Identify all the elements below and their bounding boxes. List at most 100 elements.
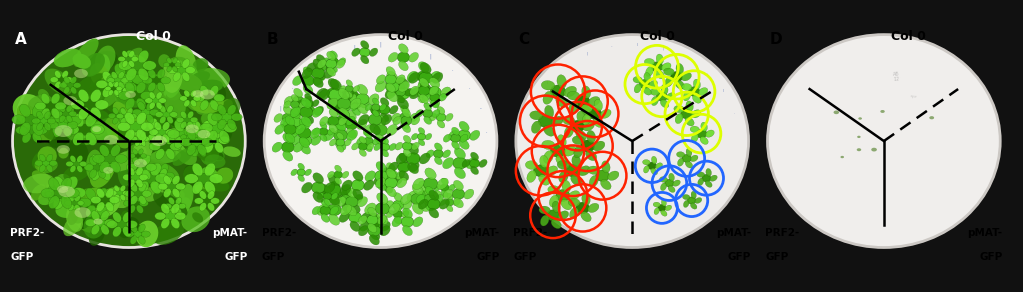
Text: GFP: GFP bbox=[224, 252, 248, 262]
Ellipse shape bbox=[563, 117, 575, 125]
Ellipse shape bbox=[184, 90, 190, 97]
Ellipse shape bbox=[146, 139, 158, 152]
Ellipse shape bbox=[100, 54, 110, 73]
Ellipse shape bbox=[303, 96, 312, 105]
Ellipse shape bbox=[45, 102, 56, 110]
Ellipse shape bbox=[692, 191, 697, 199]
Ellipse shape bbox=[135, 132, 140, 138]
Ellipse shape bbox=[327, 117, 336, 125]
Ellipse shape bbox=[688, 87, 700, 96]
Ellipse shape bbox=[402, 109, 410, 117]
Ellipse shape bbox=[211, 198, 220, 204]
Ellipse shape bbox=[363, 124, 374, 135]
Ellipse shape bbox=[381, 98, 389, 106]
Ellipse shape bbox=[694, 79, 701, 89]
Ellipse shape bbox=[192, 212, 204, 223]
Ellipse shape bbox=[284, 96, 294, 105]
Text: D: D bbox=[770, 32, 783, 47]
Ellipse shape bbox=[207, 131, 218, 143]
Ellipse shape bbox=[316, 71, 325, 80]
Ellipse shape bbox=[93, 187, 125, 211]
Ellipse shape bbox=[57, 121, 69, 129]
Ellipse shape bbox=[420, 62, 432, 74]
Ellipse shape bbox=[41, 188, 54, 198]
Ellipse shape bbox=[376, 171, 386, 180]
Ellipse shape bbox=[539, 206, 550, 214]
Ellipse shape bbox=[856, 148, 861, 151]
Text: |: | bbox=[279, 106, 281, 112]
Ellipse shape bbox=[857, 136, 860, 138]
Ellipse shape bbox=[58, 148, 69, 159]
Ellipse shape bbox=[138, 50, 148, 63]
Ellipse shape bbox=[197, 129, 207, 140]
Ellipse shape bbox=[142, 169, 150, 180]
Ellipse shape bbox=[326, 88, 341, 100]
Ellipse shape bbox=[127, 83, 154, 108]
Ellipse shape bbox=[399, 171, 409, 181]
Ellipse shape bbox=[31, 112, 54, 143]
Ellipse shape bbox=[176, 117, 184, 123]
Ellipse shape bbox=[290, 117, 302, 127]
Ellipse shape bbox=[84, 213, 105, 239]
Ellipse shape bbox=[352, 91, 359, 97]
Ellipse shape bbox=[146, 102, 153, 111]
Ellipse shape bbox=[201, 107, 235, 128]
Ellipse shape bbox=[141, 132, 146, 138]
Ellipse shape bbox=[158, 183, 168, 190]
Ellipse shape bbox=[104, 219, 116, 227]
Ellipse shape bbox=[686, 148, 692, 156]
Ellipse shape bbox=[393, 200, 404, 210]
Ellipse shape bbox=[116, 86, 138, 105]
Ellipse shape bbox=[180, 138, 192, 146]
Ellipse shape bbox=[205, 181, 215, 194]
Ellipse shape bbox=[540, 155, 548, 168]
Ellipse shape bbox=[49, 160, 57, 166]
Ellipse shape bbox=[538, 115, 552, 127]
Ellipse shape bbox=[335, 178, 342, 184]
Ellipse shape bbox=[184, 174, 198, 183]
Ellipse shape bbox=[32, 118, 40, 124]
Ellipse shape bbox=[201, 144, 219, 165]
Ellipse shape bbox=[328, 58, 339, 66]
Ellipse shape bbox=[102, 198, 115, 207]
Ellipse shape bbox=[130, 114, 137, 119]
Ellipse shape bbox=[656, 163, 663, 169]
Ellipse shape bbox=[163, 122, 170, 131]
Ellipse shape bbox=[661, 210, 667, 216]
Ellipse shape bbox=[344, 100, 352, 108]
Text: GFP: GFP bbox=[765, 252, 789, 262]
Ellipse shape bbox=[221, 113, 232, 121]
Ellipse shape bbox=[63, 87, 70, 94]
Ellipse shape bbox=[57, 192, 63, 196]
Ellipse shape bbox=[136, 112, 146, 124]
Ellipse shape bbox=[62, 71, 69, 78]
Ellipse shape bbox=[650, 89, 660, 95]
Ellipse shape bbox=[324, 68, 335, 79]
Ellipse shape bbox=[133, 157, 137, 163]
Ellipse shape bbox=[54, 127, 62, 137]
Ellipse shape bbox=[35, 110, 51, 131]
Ellipse shape bbox=[767, 34, 1000, 248]
Ellipse shape bbox=[79, 123, 91, 138]
Ellipse shape bbox=[54, 71, 61, 78]
Ellipse shape bbox=[96, 80, 107, 88]
Ellipse shape bbox=[376, 161, 387, 172]
Ellipse shape bbox=[113, 227, 122, 237]
Ellipse shape bbox=[653, 202, 660, 207]
Ellipse shape bbox=[204, 93, 215, 102]
Ellipse shape bbox=[588, 203, 598, 213]
Ellipse shape bbox=[192, 129, 213, 153]
Ellipse shape bbox=[142, 190, 151, 197]
Ellipse shape bbox=[71, 100, 84, 110]
Ellipse shape bbox=[429, 86, 438, 95]
Ellipse shape bbox=[330, 99, 342, 111]
Ellipse shape bbox=[403, 201, 412, 210]
Ellipse shape bbox=[312, 100, 319, 107]
Ellipse shape bbox=[160, 181, 167, 190]
Ellipse shape bbox=[402, 142, 412, 150]
Ellipse shape bbox=[201, 167, 218, 181]
Ellipse shape bbox=[102, 123, 124, 143]
Ellipse shape bbox=[531, 121, 541, 133]
Ellipse shape bbox=[181, 206, 210, 232]
Ellipse shape bbox=[675, 80, 684, 89]
